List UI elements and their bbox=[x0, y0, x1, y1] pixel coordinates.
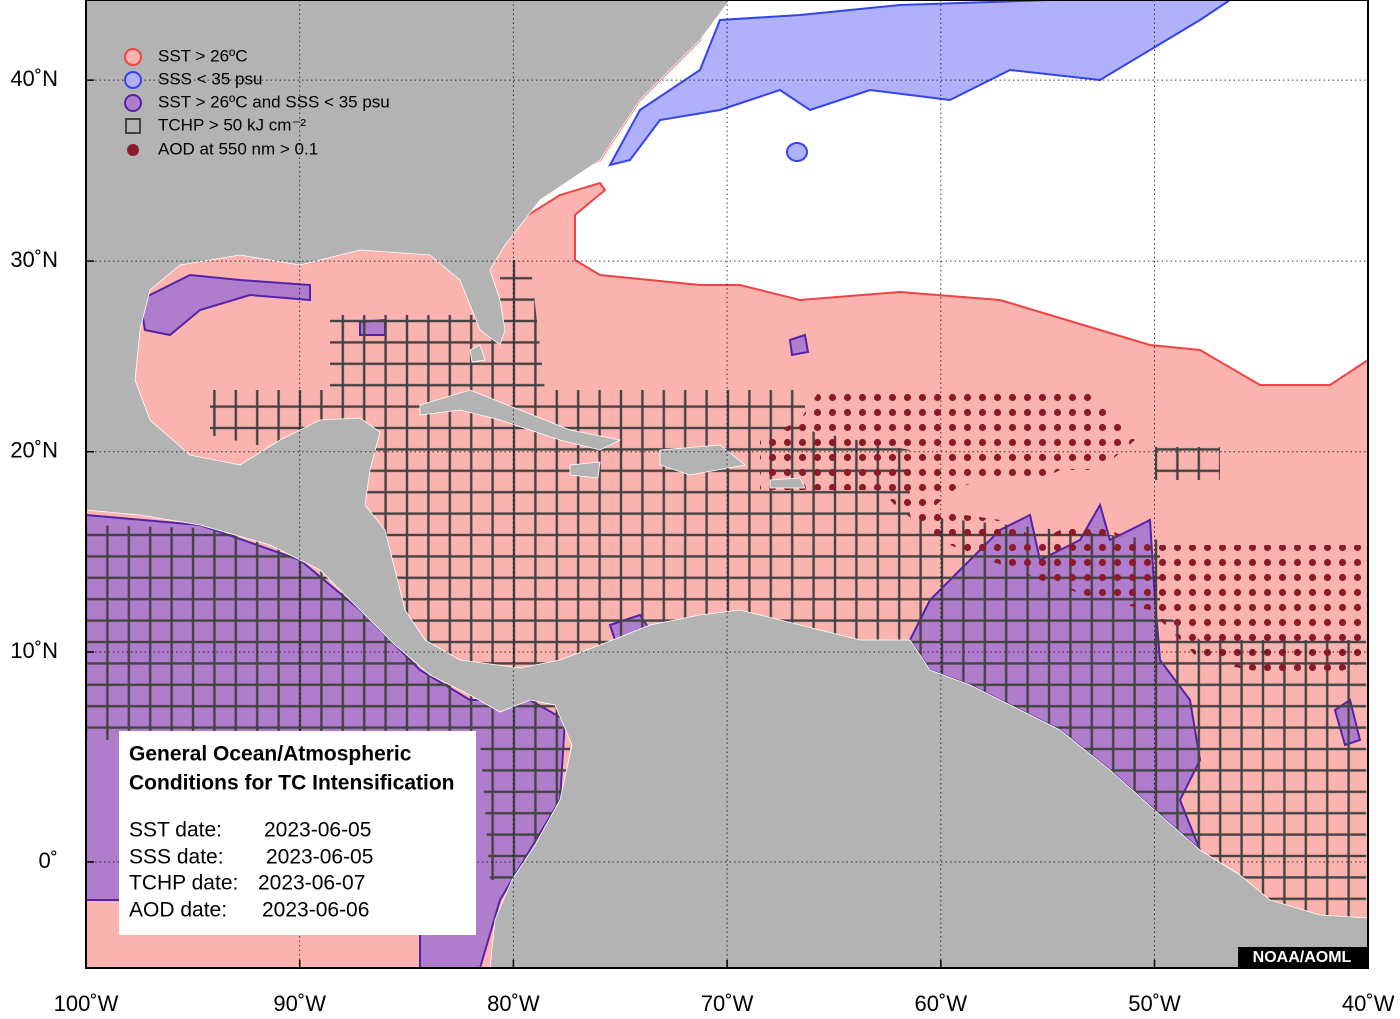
x-tick-label: 70˚W bbox=[701, 991, 754, 1016]
legend-label: AOD at 550 nm > 0.1 bbox=[158, 139, 318, 158]
legend-symbol bbox=[124, 48, 142, 66]
y-tick-label: 10˚N bbox=[10, 638, 58, 663]
land bbox=[86, 0, 1368, 968]
legend-symbol bbox=[125, 118, 141, 134]
x-tick-label: 80˚W bbox=[487, 991, 540, 1016]
legend-symbol bbox=[124, 94, 142, 112]
y-tick-label: 40˚N bbox=[10, 66, 58, 91]
x-tick-label: 90˚W bbox=[273, 991, 326, 1016]
info-date: 2023-06-05 bbox=[264, 819, 371, 842]
info-box: General Ocean/Atmospheric Conditions for… bbox=[119, 731, 476, 935]
y-tick-label: 30˚N bbox=[10, 247, 58, 272]
sss-patch bbox=[786, 142, 808, 162]
credit: NOAA/AOML bbox=[1253, 949, 1352, 966]
info-date: 2023-06-05 bbox=[266, 846, 373, 869]
x-tick-label: 50˚W bbox=[1128, 991, 1181, 1016]
map-frame bbox=[85, 0, 1369, 969]
x-tick-label: 100˚W bbox=[54, 991, 119, 1016]
y-tick-label: 20˚N bbox=[10, 438, 58, 463]
legend-symbol bbox=[127, 144, 139, 156]
info-title: General Ocean/Atmospheric bbox=[129, 743, 412, 766]
legend-label: SST > 26ºC bbox=[158, 46, 248, 65]
info-label: TCHP date: bbox=[129, 872, 238, 895]
info-title: Conditions for TC Intensification bbox=[129, 772, 454, 795]
x-tick-label: 40˚W bbox=[1342, 991, 1395, 1016]
info-label: AOD date: bbox=[129, 899, 227, 922]
sss-region bbox=[608, 0, 1232, 167]
info-label: SST date: bbox=[129, 819, 222, 842]
credit-background bbox=[1238, 947, 1367, 967]
info-label: SSS date: bbox=[129, 846, 224, 869]
info-date: 2023-06-06 bbox=[262, 899, 369, 922]
legend: SST > 26ºC SSS < 35 psu SST > 26ºC and S… bbox=[124, 46, 390, 158]
info-box-background bbox=[119, 731, 476, 935]
x-tick-label: 60˚W bbox=[915, 991, 968, 1016]
legend-symbol bbox=[124, 71, 142, 89]
info-date: 2023-06-07 bbox=[258, 872, 365, 895]
y-tick-label: 0˚ bbox=[38, 848, 58, 873]
legend-label: SSS < 35 psu bbox=[158, 69, 262, 88]
legend-label: SST > 26ºC and SSS < 35 psu bbox=[158, 92, 390, 111]
legend-label: TCHP > 50 kJ cm⁻² bbox=[158, 115, 306, 134]
